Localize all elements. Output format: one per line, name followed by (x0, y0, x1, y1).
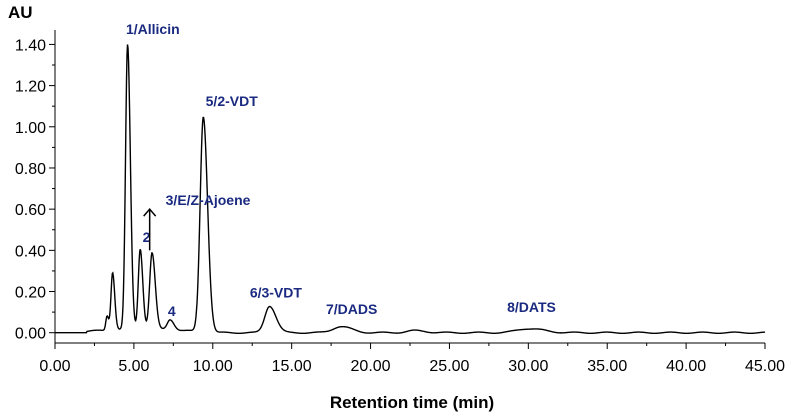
peak-label: 6/3-VDT (250, 285, 303, 301)
peak-label: 3/E/Z-Ajoene (166, 192, 251, 208)
y-tick-label: 0.60 (15, 202, 46, 219)
chromatogram-trace (55, 44, 766, 335)
x-tick-label: 5.00 (118, 358, 149, 375)
x-tick-label: 25.00 (429, 358, 469, 375)
peak-labels: 1/Allicin 5/2-VDT 3/E/Z-Ajoene 2 4 6/3-VDT 7/D… (126, 21, 556, 319)
y-tick-label: 1.40 (15, 37, 46, 54)
x-tick-label: 15.00 (272, 358, 312, 375)
x-tick-label: 0.00 (39, 358, 70, 375)
y-tick-label: 0.80 (15, 161, 46, 178)
y-tick-label: 0.20 (15, 285, 46, 302)
x-tick-label: 40.00 (666, 358, 706, 375)
y-axis-title: AU (8, 3, 33, 22)
x-axis-ticks: 0.00 5.00 10.00 15.00 20.00 25.00 30.00 35.00 40… (39, 343, 785, 375)
peak-label: 7/DADS (326, 301, 377, 317)
y-tick-label: 1.00 (15, 120, 46, 137)
x-tick-label: 30.00 (508, 358, 548, 375)
peak-label: 5/2-VDT (206, 93, 259, 109)
x-axis-title: Retention time (min) (330, 393, 494, 412)
x-tick-label: 35.00 (587, 358, 627, 375)
x-tick-label: 10.00 (193, 358, 233, 375)
x-tick-label: 45.00 (745, 358, 785, 375)
peak-label: 8/DATS (507, 299, 556, 315)
y-tick-label: 1.20 (15, 79, 46, 96)
peak-label: 2 (143, 229, 151, 245)
peak-label: 4 (168, 303, 176, 319)
y-tick-label: 0.00 (15, 326, 46, 343)
x-tick-label: 20.00 (351, 358, 391, 375)
peak-label: 1/Allicin (126, 21, 180, 37)
y-axis-ticks: 0.00 0.20 0.40 0.60 0.80 1.00 1.20 1.40 (15, 37, 55, 343)
ajoene-arrow-head (143, 207, 157, 217)
y-tick-label: 0.40 (15, 243, 46, 260)
